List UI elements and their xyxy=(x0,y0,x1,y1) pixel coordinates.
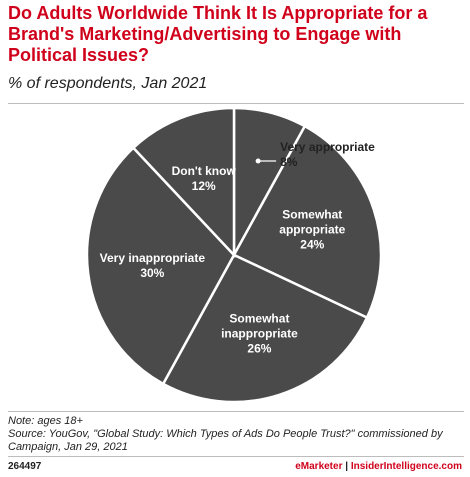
pie-labels: Very appropriate8%Somewhatappropriate24%… xyxy=(100,140,376,355)
chart-note: Note: ages 18+ xyxy=(8,415,83,427)
pie-chart: Very appropriate8%Somewhatappropriate24%… xyxy=(85,106,383,404)
top-divider xyxy=(8,103,464,104)
brand-credit: eMarketer | InsiderIntelligence.com xyxy=(295,461,462,472)
slice-label-0-0: Very appropriate xyxy=(280,140,375,154)
slice-label-1-0: Somewhat xyxy=(282,208,342,222)
slice-label-0-1: 8% xyxy=(280,155,298,169)
slice-label-1-2: 24% xyxy=(300,238,324,252)
chart-source: Source: YouGov, "Global Study: Which Typ… xyxy=(8,428,443,453)
pie-slice-3 xyxy=(85,146,236,386)
pie-slices xyxy=(85,106,383,404)
pie-slice-1 xyxy=(232,124,383,320)
brand-separator: | xyxy=(342,461,351,472)
brand-insiderintelligence[interactable]: InsiderIntelligence.com xyxy=(350,461,462,472)
chart-title: Do Adults Worldwide Think It Is Appropri… xyxy=(8,3,428,65)
bottom-divider xyxy=(8,456,464,457)
slice-label-1-1: appropriate xyxy=(279,223,345,237)
footer-divider xyxy=(8,411,464,412)
pie-slice-4 xyxy=(131,106,236,259)
slice-label-2-2: 26% xyxy=(247,341,271,355)
slice-label-3-1: 30% xyxy=(140,266,164,280)
chart-id: 264497 xyxy=(8,461,42,472)
slice-label-2-0: Somewhat xyxy=(229,311,289,325)
slice-label-3-0: Very inappropriate xyxy=(100,251,206,265)
chart-subtitle: % of respondents, Jan 2021 xyxy=(8,75,208,92)
brand-emarketer[interactable]: eMarketer xyxy=(295,461,343,472)
slice-label-2-1: inappropriate xyxy=(221,326,298,340)
slice-label-4-0: Don't know xyxy=(172,164,237,178)
slice-label-4-1: 12% xyxy=(192,179,216,193)
